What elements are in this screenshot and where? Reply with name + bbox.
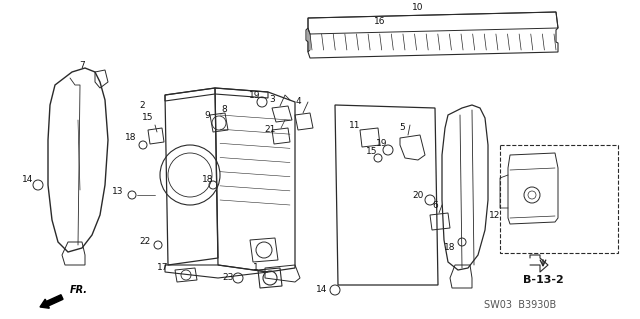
Text: 3: 3: [269, 95, 275, 105]
Text: 12: 12: [490, 211, 500, 219]
Bar: [500, 145, 618, 253]
Text: 23: 23: [222, 273, 234, 283]
Text: 18: 18: [202, 175, 214, 184]
Text: SW03  B3930B: SW03 B3930B: [484, 300, 556, 310]
Text: B-13-2: B-13-2: [523, 275, 563, 285]
Text: 8: 8: [221, 106, 227, 115]
Text: 1: 1: [253, 263, 259, 272]
Text: 19: 19: [376, 138, 388, 147]
Text: 14: 14: [22, 175, 34, 184]
Text: 6: 6: [432, 201, 438, 210]
Text: 17: 17: [157, 263, 169, 272]
Text: FR.: FR.: [70, 285, 88, 295]
Text: 14: 14: [316, 286, 328, 294]
Text: 10: 10: [412, 4, 424, 12]
Text: 13: 13: [112, 188, 124, 197]
Text: 5: 5: [399, 123, 405, 132]
Text: 9: 9: [204, 110, 210, 120]
Text: 7: 7: [79, 61, 85, 70]
Text: 4: 4: [295, 98, 301, 107]
FancyArrow shape: [40, 295, 63, 308]
Text: 20: 20: [412, 190, 424, 199]
Text: 15: 15: [142, 114, 154, 122]
Text: 15: 15: [366, 147, 378, 157]
Text: 22: 22: [140, 238, 150, 247]
Text: 16: 16: [374, 18, 386, 26]
Text: 19: 19: [249, 91, 260, 100]
Text: 21: 21: [264, 125, 276, 135]
Text: 11: 11: [349, 121, 361, 130]
Text: 18: 18: [444, 243, 456, 253]
Text: 18: 18: [125, 133, 137, 143]
Text: 2: 2: [139, 100, 145, 109]
